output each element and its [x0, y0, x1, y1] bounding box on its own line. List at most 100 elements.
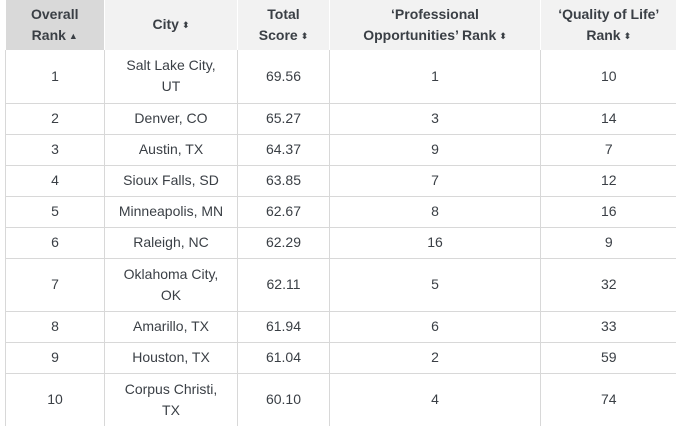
cell-overall-rank-text: 5 — [51, 203, 59, 219]
cell-total-score: 61.94 — [237, 311, 330, 343]
cell-quality-of-life-rank: 9 — [540, 227, 676, 259]
cell-total-score: 60.10 — [237, 373, 330, 426]
sort-both-icon: ⬍ — [181, 20, 190, 30]
cell-total-score-text: 63.85 — [265, 172, 302, 188]
table-row: 9 Houston, TX 61.04 2 59 — [5, 342, 676, 374]
cell-total-score-text: 62.29 — [265, 234, 302, 250]
cell-total-score-text: 64.37 — [265, 141, 302, 157]
cell-overall-rank: 1 — [5, 50, 105, 104]
header-label: Score — [258, 26, 298, 43]
cell-total-score-text: 69.56 — [265, 67, 302, 84]
cell-city-text: Oklahoma City, — [123, 265, 219, 282]
table-row: 7 Oklahoma City, OK 62.11 5 32 — [5, 258, 676, 312]
cell-city-text-line2: UT — [161, 78, 181, 95]
header-label: Rank — [31, 26, 66, 43]
table-header-row: Overall Rank ▲ City ⬍ Total Score ⬍ ‘Profes… — [5, 0, 676, 50]
cell-total-score-text: 62.67 — [265, 203, 302, 219]
cell-overall-rank: 9 — [5, 342, 105, 374]
cell-quality-of-life-rank-text: 7 — [604, 141, 613, 157]
cell-overall-rank-text: 6 — [51, 234, 59, 250]
cell-quality-of-life-rank: 32 — [540, 258, 676, 312]
cell-overall-rank-text: 3 — [51, 141, 59, 157]
header-quality-of-life-rank[interactable]: ‘Quality of Life’ Rank ⬍ — [540, 0, 676, 50]
cell-professional-rank: 1 — [329, 50, 541, 104]
cell-city-text: Amarillo, TX — [133, 318, 209, 334]
cell-city-text: Corpus Christi, — [124, 380, 218, 397]
cell-quality-of-life-rank: 12 — [540, 165, 676, 197]
cell-city-text: Minneapolis, MN — [118, 203, 224, 219]
cell-city: Amarillo, TX — [104, 311, 238, 343]
header-city[interactable]: City ⬍ — [104, 0, 238, 50]
cell-overall-rank: 5 — [5, 196, 105, 228]
table-row: 3 Austin, TX 64.37 9 7 — [5, 134, 676, 166]
cell-professional-rank-text: 5 — [431, 276, 439, 292]
sort-both-icon: ⬍ — [623, 30, 632, 41]
cell-quality-of-life-rank: 16 — [540, 196, 676, 228]
cell-total-score: 69.56 — [237, 50, 330, 104]
cell-total-score-text: 61.04 — [265, 349, 302, 365]
cell-quality-of-life-rank: 7 — [540, 134, 676, 166]
cell-total-score-text: 65.27 — [265, 110, 302, 126]
cell-overall-rank-text: 10 — [47, 391, 63, 408]
cell-city-text: Sioux Falls, SD — [123, 172, 219, 188]
cell-city: Sioux Falls, SD — [104, 165, 238, 197]
cell-overall-rank: 3 — [5, 134, 105, 166]
header-label: City — [152, 16, 179, 32]
cell-quality-of-life-rank-text: 9 — [604, 234, 613, 250]
cell-professional-rank: 9 — [329, 134, 541, 166]
header-professional-opportunities-rank[interactable]: ‘Professional Opportunities’ Rank ⬍ — [329, 0, 541, 50]
cell-quality-of-life-rank-text: 14 — [600, 110, 617, 126]
cell-professional-rank-text: 3 — [431, 110, 439, 126]
cell-quality-of-life-rank: 33 — [540, 311, 676, 343]
city-rankings-table: Overall Rank ▲ City ⬍ Total Score ⬍ ‘Profes… — [5, 0, 676, 426]
cell-overall-rank-text: 7 — [51, 276, 59, 292]
cell-overall-rank: 2 — [5, 103, 105, 135]
cell-city: Corpus Christi, TX — [104, 373, 238, 426]
cell-professional-rank: 6 — [329, 311, 541, 343]
cell-total-score: 62.29 — [237, 227, 330, 259]
cell-quality-of-life-rank: 59 — [540, 342, 676, 374]
cell-quality-of-life-rank: 10 — [540, 50, 676, 104]
cell-city: Denver, CO — [104, 103, 238, 135]
table-row: 6 Raleigh, NC 62.29 16 9 — [5, 227, 676, 259]
cell-professional-rank: 8 — [329, 196, 541, 228]
header-label: Rank — [586, 26, 621, 43]
header-label: Opportunities’ Rank — [363, 26, 497, 43]
cell-overall-rank: 4 — [5, 165, 105, 197]
header-label: ‘Quality of Life’ — [558, 5, 660, 22]
cell-professional-rank-text: 7 — [431, 172, 439, 188]
cell-total-score-text: 62.11 — [266, 276, 301, 292]
cell-professional-rank-text: 2 — [431, 349, 439, 365]
cell-overall-rank: 7 — [5, 258, 105, 312]
cell-quality-of-life-rank: 14 — [540, 103, 676, 135]
cell-overall-rank-text: 1 — [51, 67, 59, 84]
cell-city-text: Denver, CO — [134, 110, 208, 126]
cell-quality-of-life-rank-text: 33 — [600, 318, 617, 334]
cell-overall-rank-text: 9 — [51, 349, 59, 365]
table-row: 8 Amarillo, TX 61.94 6 33 — [5, 311, 676, 343]
cell-professional-rank-text: 8 — [431, 203, 439, 219]
cell-professional-rank: 5 — [329, 258, 541, 312]
cell-total-score: 61.04 — [237, 342, 330, 374]
cell-overall-rank: 6 — [5, 227, 105, 259]
cell-professional-rank-text: 16 — [427, 234, 443, 250]
cell-professional-rank-text: 4 — [431, 391, 439, 408]
cell-total-score: 62.67 — [237, 196, 330, 228]
cell-professional-rank: 3 — [329, 103, 541, 135]
table-row: 2 Denver, CO 65.27 3 14 — [5, 103, 676, 135]
header-total-score[interactable]: Total Score ⬍ — [237, 0, 330, 50]
cell-city: Minneapolis, MN — [104, 196, 238, 228]
cell-total-score: 65.27 — [237, 103, 330, 135]
header-overall-rank[interactable]: Overall Rank ▲ — [5, 0, 105, 50]
cell-city: Austin, TX — [104, 134, 238, 166]
cell-total-score: 64.37 — [237, 134, 330, 166]
cell-total-score: 63.85 — [237, 165, 330, 197]
cell-total-score-text: 61.94 — [265, 318, 302, 334]
cell-professional-rank: 16 — [329, 227, 541, 259]
cell-quality-of-life-rank-text: 32 — [600, 276, 617, 292]
cell-quality-of-life-rank-text: 16 — [600, 203, 617, 219]
cell-overall-rank: 8 — [5, 311, 105, 343]
sort-both-icon: ⬍ — [300, 30, 309, 41]
cell-city-text-line2: TX — [162, 401, 180, 418]
table-row: 10 Corpus Christi, TX 60.10 4 74 — [5, 373, 676, 426]
